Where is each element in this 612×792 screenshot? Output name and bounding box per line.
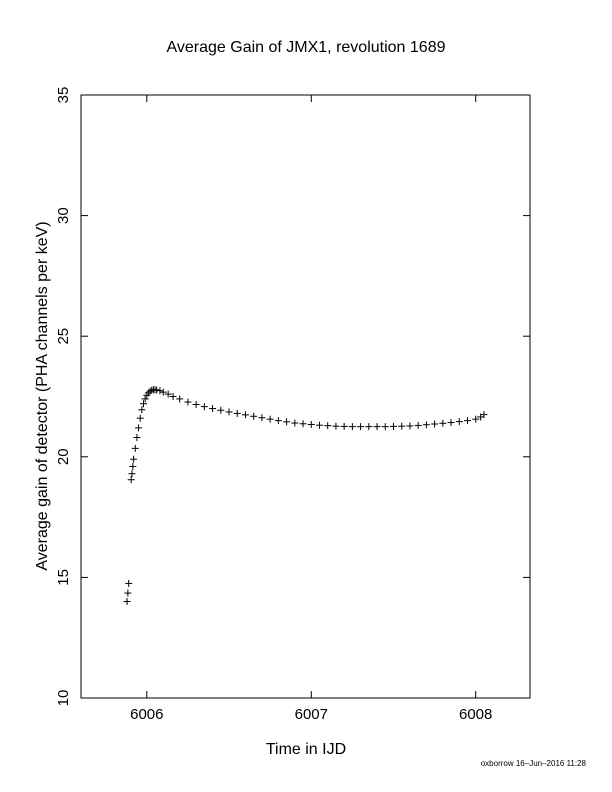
data-point bbox=[398, 422, 406, 430]
data-point bbox=[133, 434, 141, 442]
chart-title: Average Gain of JMX1, revolution 1689 bbox=[167, 39, 446, 56]
data-point bbox=[258, 414, 266, 422]
data-point bbox=[340, 422, 348, 430]
data-point bbox=[373, 423, 381, 431]
data-point bbox=[153, 386, 161, 394]
data-point bbox=[127, 476, 135, 484]
data-point bbox=[138, 406, 146, 414]
data-point bbox=[414, 421, 422, 429]
data-point bbox=[332, 422, 340, 430]
data-point bbox=[225, 408, 233, 416]
data-point bbox=[266, 415, 274, 423]
data-point bbox=[159, 388, 167, 396]
data-point bbox=[250, 412, 258, 420]
data-point bbox=[455, 418, 463, 426]
data-point bbox=[447, 419, 455, 427]
data-point bbox=[365, 423, 373, 431]
footer-stamp: oxborrow 16–Jun–2016 11:28 bbox=[481, 759, 587, 768]
data-point bbox=[123, 598, 131, 606]
data-point bbox=[176, 395, 184, 403]
data-point bbox=[209, 405, 217, 413]
data-point bbox=[431, 420, 439, 428]
data-points bbox=[123, 386, 488, 606]
y-tick-label: 15 bbox=[55, 569, 72, 586]
data-point bbox=[464, 417, 472, 425]
data-point bbox=[129, 462, 137, 470]
data-point bbox=[439, 419, 447, 427]
x-axis-label: Time in IJD bbox=[266, 741, 346, 758]
data-point bbox=[128, 470, 136, 478]
data-point bbox=[131, 444, 139, 452]
data-point bbox=[307, 420, 315, 428]
data-point bbox=[141, 395, 149, 403]
y-tick-label: 35 bbox=[55, 87, 72, 104]
data-point bbox=[241, 411, 249, 419]
tick-marks bbox=[81, 94, 530, 699]
data-point bbox=[200, 403, 208, 411]
data-point bbox=[274, 417, 282, 425]
data-point bbox=[125, 579, 133, 587]
x-tick-label: 6007 bbox=[295, 706, 328, 723]
data-point bbox=[217, 406, 225, 414]
data-point bbox=[233, 409, 241, 417]
data-point bbox=[164, 390, 172, 398]
y-tick-label: 10 bbox=[55, 690, 72, 707]
data-point bbox=[136, 414, 144, 422]
y-axis-label: Average gain of detector (PHA channels p… bbox=[34, 221, 51, 570]
data-point bbox=[406, 422, 414, 430]
data-point bbox=[472, 415, 480, 423]
data-point bbox=[169, 393, 177, 400]
data-point bbox=[480, 411, 488, 419]
data-point bbox=[139, 400, 147, 408]
y-tick-label: 20 bbox=[55, 448, 72, 465]
x-tick-label: 6006 bbox=[130, 706, 163, 723]
data-point bbox=[315, 421, 323, 429]
x-tick-label: 6008 bbox=[459, 706, 492, 723]
data-point bbox=[135, 424, 143, 432]
y-tick-label: 25 bbox=[55, 328, 72, 345]
data-point bbox=[348, 423, 356, 431]
data-point bbox=[156, 387, 164, 395]
data-point bbox=[130, 455, 138, 463]
data-point bbox=[422, 421, 430, 429]
data-point bbox=[192, 400, 200, 408]
data-point bbox=[146, 387, 154, 395]
data-point bbox=[389, 422, 397, 430]
data-point bbox=[291, 419, 299, 427]
data-point bbox=[381, 423, 389, 431]
data-point bbox=[124, 589, 132, 597]
tick-labels: 6006 6007 6008 10 15 20 25 30 35 bbox=[55, 87, 492, 723]
data-point bbox=[324, 422, 332, 430]
data-point bbox=[357, 423, 365, 431]
y-tick-label: 30 bbox=[55, 207, 72, 224]
data-point bbox=[283, 418, 291, 426]
plot-frame bbox=[80, 94, 531, 699]
data-point bbox=[299, 420, 307, 428]
data-point bbox=[184, 398, 192, 406]
